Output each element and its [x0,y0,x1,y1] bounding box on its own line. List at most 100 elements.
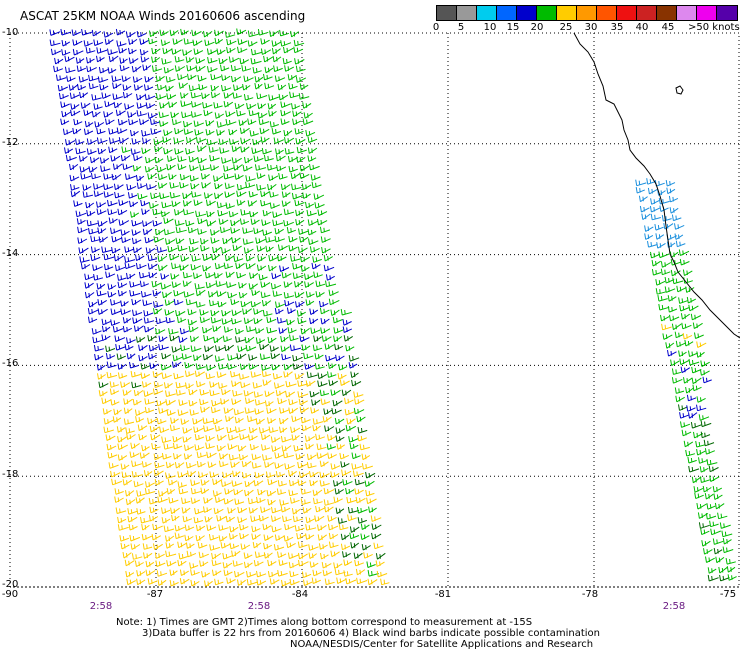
wind-barb [262,229,272,236]
wind-barb [696,396,706,403]
wind-barb [157,579,167,586]
wind-barb [253,155,264,163]
wind-barb [270,283,282,290]
wind-barb [210,91,221,99]
wind-barb [307,155,317,162]
wind-barb [305,201,315,209]
wind-barb [139,49,149,56]
wind-barb [692,322,703,330]
wind-barb [107,48,118,56]
wind-barb [280,183,291,191]
wind-barb [123,398,133,405]
wind-barb [49,29,61,36]
wind-barb [260,190,270,198]
wind-barb [220,542,231,549]
wind-barb [305,533,315,540]
wind-barb [303,352,314,360]
legend-swatch [597,6,617,20]
legend-swatch [717,6,737,20]
wind-barb [237,38,248,45]
wind-barb [190,579,200,587]
wind-barb [279,29,290,37]
wind-barb [322,416,332,423]
wind-barb [688,465,700,473]
wind-barb [117,274,127,281]
wind-barb [280,345,290,353]
wind-barb [144,406,155,414]
wind-barb [104,38,114,46]
wind-barb [366,561,376,568]
wind-barb [237,46,248,54]
wind-barb [310,407,320,414]
wind-barb [206,138,218,146]
wind-barb [277,254,287,262]
wind-barb [211,569,222,577]
wind-barb [149,506,159,514]
wind-barb [227,434,239,441]
wind-barb [151,281,162,288]
wind-barb [143,390,154,397]
wind-barb [144,166,155,173]
wind-barb [218,535,228,542]
wind-barb [141,444,150,452]
wind-barb [662,333,673,340]
wind-barb [228,138,239,145]
wind-barb [687,456,697,464]
wind-barb [195,210,207,218]
wind-barb [188,325,199,333]
wind-barb [227,354,238,361]
wind-barb [654,224,664,231]
wind-barb [135,262,147,270]
wind-barb [650,198,660,205]
wind-barb [242,84,251,91]
wind-barb [236,271,247,279]
wind-barb [131,138,141,145]
wind-barb [283,535,294,542]
wind-barb [188,84,200,92]
wind-barb [170,111,179,119]
wind-barb [247,497,258,505]
wind-barb [198,83,208,91]
wind-barb [133,480,144,488]
wind-barb [343,335,353,342]
wind-barb [209,471,219,478]
wind-barb [298,560,309,567]
wind-barb [156,246,168,253]
wind-barb [270,436,281,443]
wind-barb [318,543,328,550]
wind-barb [273,65,283,72]
wind-barb [60,101,70,108]
wind-barb [710,528,721,536]
wind-barb [143,84,154,91]
wind-barb [297,246,308,254]
wind-barb [674,233,684,240]
wind-barb [234,173,244,180]
wind-barb [288,407,298,415]
wind-barb [163,443,175,450]
wind-barb [256,172,266,180]
wind-barb [70,190,81,198]
wind-barb [309,471,319,478]
wind-barb [354,398,365,405]
wind-barb [212,325,222,333]
wind-barb [324,506,334,513]
wind-barb [161,507,171,514]
legend-swatch [697,6,717,20]
wind-barb [171,118,182,126]
wind-barb [688,350,698,358]
wind-barb [161,352,172,360]
wind-barb [696,351,705,358]
wind-barb [232,560,243,567]
wind-barb [61,49,71,56]
wind-barb [335,507,345,515]
time-label: 2:58 [662,601,686,612]
wind-barb [124,246,135,253]
wind-barb [231,398,242,405]
wind-barb [168,173,177,181]
wind-barb [143,317,155,324]
wind-barb [726,566,736,573]
wind-barb [215,345,226,352]
wind-barb [120,542,130,550]
wind-barb [320,552,329,560]
wind-barb [179,569,189,577]
